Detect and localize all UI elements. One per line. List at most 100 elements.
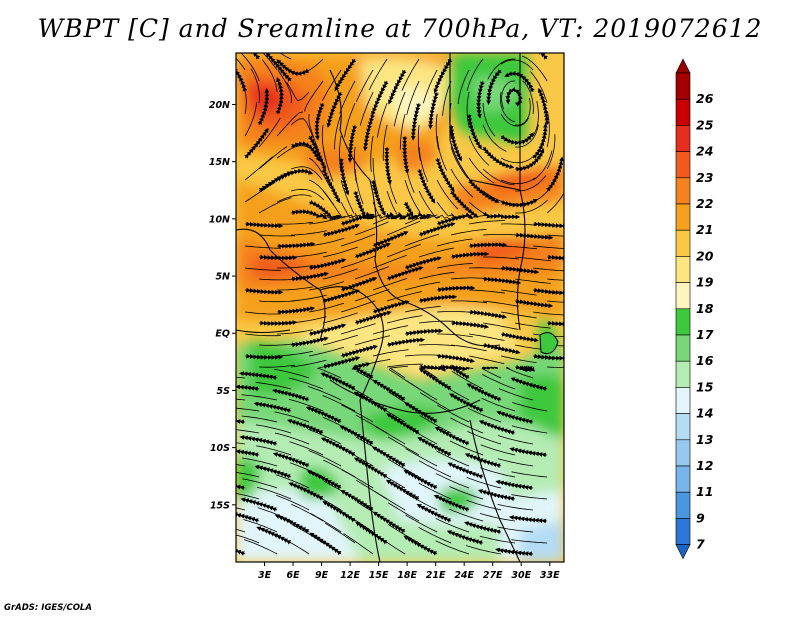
colorbar-swatch [675, 491, 691, 519]
streamline [435, 157, 455, 192]
streamline [435, 473, 470, 489]
streamline [419, 320, 456, 324]
streamline [508, 515, 548, 524]
streamline [309, 281, 345, 291]
streamline [385, 479, 420, 501]
streamline [533, 221, 564, 229]
lake-outline [539, 332, 559, 355]
streamline [447, 364, 470, 380]
streamline [522, 80, 534, 115]
colorbar-swatch [675, 72, 691, 100]
streamline [419, 392, 452, 412]
streamline [479, 535, 516, 544]
streamline [320, 372, 356, 391]
streamline [466, 477, 502, 489]
streamline [406, 380, 438, 401]
streamline [322, 395, 356, 412]
colorbar-swatch [675, 465, 691, 493]
streamline [371, 80, 389, 117]
streamline [546, 192, 564, 214]
colorbar-label: 21 [696, 222, 713, 237]
streamline [500, 177, 536, 185]
streamline [393, 91, 406, 127]
streamline [515, 256, 551, 262]
streamline [468, 179, 500, 203]
streamline [241, 457, 278, 467]
streamline [500, 132, 534, 146]
streamline [287, 419, 324, 435]
streamline [326, 91, 343, 128]
streamline [372, 300, 410, 314]
streamline [469, 242, 508, 249]
streamline [323, 356, 361, 369]
streamline [239, 435, 278, 447]
streamline [243, 539, 278, 555]
map-title: WBPT [C] and Sreamline at 700hPa, VT: 20… [37, 14, 763, 43]
streamline [272, 388, 310, 402]
colorbar-bottom-cap [675, 544, 691, 560]
streamline [340, 179, 355, 214]
streamline [374, 490, 406, 511]
country-border [236, 228, 326, 341]
streamline [533, 287, 564, 296]
streamline [382, 124, 388, 161]
streamline [509, 447, 548, 458]
streamline [322, 500, 356, 523]
streamline [405, 448, 438, 467]
streamline [464, 521, 502, 535]
streamline [437, 285, 476, 293]
country-border [319, 286, 384, 401]
streamline [236, 534, 260, 544]
streamline [437, 353, 476, 363]
streamline [403, 469, 438, 490]
streamline [236, 510, 260, 523]
streamline [309, 323, 347, 337]
streamline [405, 354, 442, 357]
streamline [499, 91, 515, 123]
streamline [442, 80, 452, 116]
lat-tick-label: 5N [215, 272, 230, 283]
streamline [419, 364, 451, 372]
streamline [483, 256, 520, 260]
streamline [343, 533, 374, 555]
streamline [449, 486, 484, 500]
streamline [340, 300, 376, 313]
streamline [245, 245, 281, 249]
streamline [547, 366, 564, 368]
lon-tick-label: 33E [540, 570, 560, 581]
streamline [323, 312, 358, 324]
streamline [533, 267, 564, 272]
streamline [309, 302, 345, 313]
streamline [274, 368, 310, 379]
colorbar-swatch [675, 387, 691, 414]
streamline [370, 135, 374, 172]
country-border [516, 53, 526, 331]
streamline [272, 452, 310, 468]
streamline [547, 300, 564, 303]
colorbar-label: 23 [696, 170, 713, 185]
colorbar-swatch [675, 256, 691, 283]
streamline [291, 230, 327, 236]
streamline [334, 58, 357, 92]
streamline [514, 53, 548, 60]
streamline [374, 534, 406, 555]
streamline [309, 258, 347, 271]
streamline [373, 425, 406, 445]
streamline [240, 53, 260, 82]
streamline [467, 407, 502, 423]
streamline [428, 91, 439, 130]
streamline [340, 211, 376, 226]
streamline [274, 432, 310, 445]
streamline [435, 113, 439, 150]
streamline [483, 276, 522, 285]
streamline [480, 467, 516, 478]
streamline [515, 148, 545, 172]
colorbar-label: 14 [696, 406, 713, 421]
streamline [515, 175, 547, 192]
streamline [501, 289, 537, 296]
streamline [323, 289, 360, 304]
streamline [323, 246, 358, 258]
streamline [323, 223, 360, 238]
streamline [533, 245, 564, 249]
